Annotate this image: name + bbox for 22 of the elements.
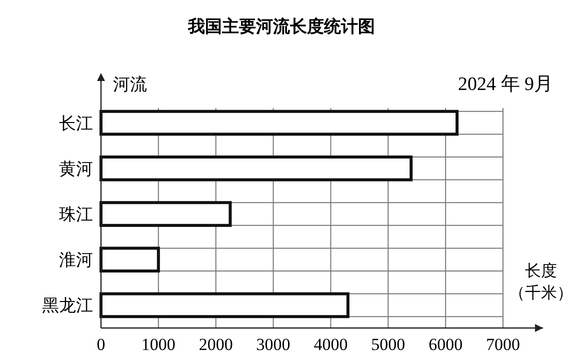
y-tick-label: 黑龙江 <box>42 296 93 316</box>
x-tick-label: 7000 <box>486 335 520 354</box>
x-tick-label: 6000 <box>428 335 463 354</box>
x-tick-label: 3000 <box>256 335 290 354</box>
x-tick-label: 1000 <box>141 335 176 354</box>
x-axis-title: 长度（千米） <box>509 261 573 302</box>
y-axis-title: 河流 <box>113 75 147 95</box>
y-tick-label: 珠江 <box>59 205 93 225</box>
x-tick-label: 4000 <box>314 335 348 354</box>
x-tick-label: 2000 <box>198 335 233 354</box>
x-tick-label: 0 <box>96 335 106 354</box>
y-tick-label: 长江 <box>59 114 93 134</box>
bar <box>100 201 232 227</box>
y-tick-label: 淮河 <box>59 250 93 271</box>
y-tick-label: 黄河 <box>59 159 93 180</box>
bar <box>100 292 350 318</box>
x-tick-label: 5000 <box>371 335 406 354</box>
text: 2024 年 9月 <box>458 74 553 95</box>
bar <box>100 156 413 182</box>
bar <box>100 110 459 136</box>
chart-title: 我国主要河流长度统计图 <box>187 17 375 37</box>
bar <box>100 246 160 272</box>
